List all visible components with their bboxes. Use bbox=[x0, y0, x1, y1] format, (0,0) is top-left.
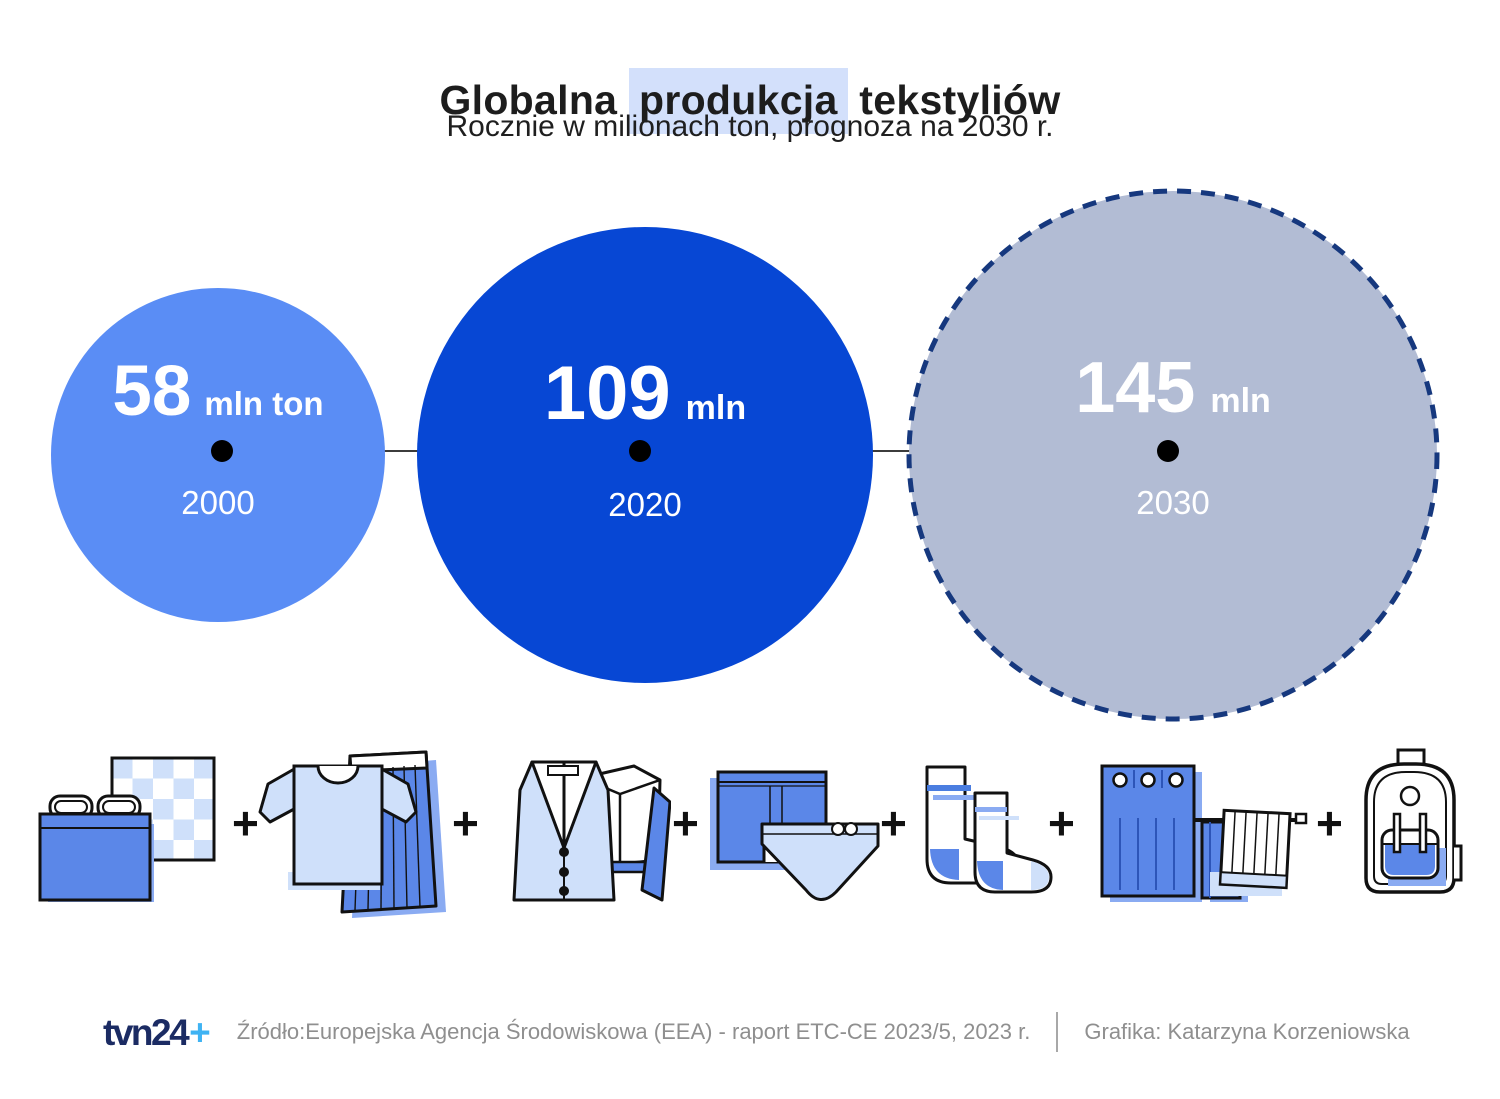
timeline-dot-2020 bbox=[629, 440, 651, 462]
year-2000: 2000 bbox=[181, 484, 255, 521]
bed-linens-icon bbox=[38, 756, 216, 902]
timeline-dot-2000 bbox=[211, 440, 233, 462]
value-label-2020: 109 mln bbox=[417, 356, 873, 432]
socks-icon bbox=[925, 765, 1053, 894]
title-suffix: tekstyliów bbox=[847, 77, 1061, 124]
tvn24-plus-logo: tvn24+ bbox=[103, 1014, 211, 1051]
value-label-2000: 58 mln ton bbox=[51, 356, 385, 427]
subtitle: Rocznie w milionach ton, prognoza na 203… bbox=[446, 110, 1054, 143]
footer: tvn24+ Źródło:Europejska Agencja Środowi… bbox=[103, 1006, 1410, 1058]
unit-2000: mln ton bbox=[204, 385, 324, 422]
curtain-and-towels-icon bbox=[1100, 764, 1308, 902]
footer-divider bbox=[1056, 1012, 1059, 1052]
value-2000: 58 bbox=[112, 352, 192, 431]
plus-sign: + bbox=[1048, 797, 1075, 849]
value-2030: 145 bbox=[1075, 348, 1196, 428]
backpack-icon bbox=[1364, 748, 1463, 894]
plus-sign: + bbox=[1316, 797, 1343, 849]
plus-sign: + bbox=[880, 797, 907, 849]
plus-sign: + bbox=[232, 797, 259, 849]
value-label-2030: 145 mln bbox=[898, 352, 1448, 424]
coat-and-jacket-icon bbox=[512, 760, 671, 902]
year-2020: 2020 bbox=[608, 486, 682, 523]
credit-text: Grafika: Katarzyna Korzeniowska bbox=[1084, 1019, 1410, 1044]
source-text: Źródło:Europejska Agencja Środowiskowa (… bbox=[236, 1019, 1031, 1044]
title-prefix: Globalna bbox=[439, 77, 629, 124]
year-2030: 2030 bbox=[1136, 484, 1210, 521]
logo-text: tvn24 bbox=[103, 1011, 190, 1053]
logo-plus-icon: + bbox=[189, 1011, 211, 1053]
title-highlight: produkcja bbox=[628, 68, 848, 135]
t-shirt-and-skirt-icon bbox=[258, 750, 446, 918]
value-2020: 109 bbox=[543, 351, 671, 436]
unit-2030: mln bbox=[1210, 382, 1271, 420]
timeline-dot-2030 bbox=[1157, 440, 1179, 462]
plus-sign: + bbox=[452, 797, 479, 849]
boxers-and-briefs-icon bbox=[710, 770, 880, 901]
unit-2020: mln bbox=[685, 389, 747, 427]
page-title: Globalna produkcja tekstyliów bbox=[0, 68, 1500, 135]
plus-sign: + bbox=[672, 797, 699, 849]
